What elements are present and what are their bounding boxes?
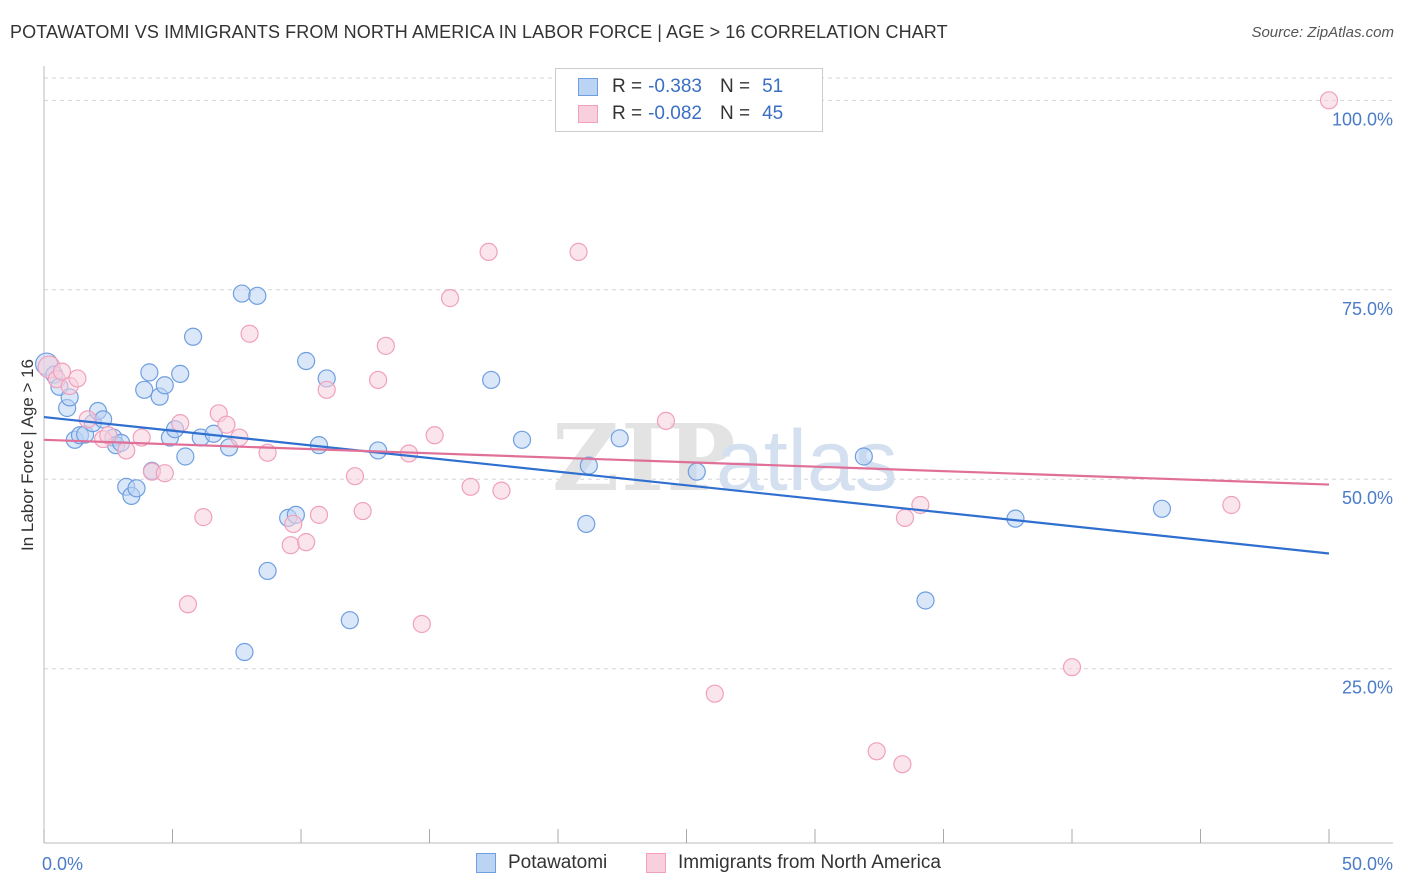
series-legend-item-immigrants: Immigrants from North America <box>646 852 941 874</box>
series-legend: Potawatomi Immigrants from North America <box>0 852 1406 876</box>
point-potawatomi <box>854 447 873 466</box>
point-potawatomi <box>610 429 629 448</box>
point-immigrants <box>895 508 915 527</box>
point-immigrants <box>440 289 460 308</box>
y-tick-label: 50.0% <box>1342 488 1393 508</box>
point-potawatomi <box>687 462 706 481</box>
legend-r-label: R = <box>612 76 643 97</box>
point-immigrants <box>461 477 480 496</box>
legend-n-value: 51 <box>762 76 784 97</box>
point-potawatomi <box>297 351 316 371</box>
point-immigrants <box>117 441 136 460</box>
point-immigrants <box>425 426 444 445</box>
point-immigrants <box>369 370 388 390</box>
point-immigrants <box>353 501 372 521</box>
axes <box>43 66 1393 844</box>
point-immigrants <box>155 464 174 483</box>
legend-n-label: N = <box>719 76 751 97</box>
grid-lines <box>44 77 1393 670</box>
legend-r-value: -0.383 <box>648 76 702 97</box>
trend-line-potawatomi <box>43 415 1330 555</box>
chart-source: Source: ZipAtlas.com <box>1251 24 1394 41</box>
point-immigrants <box>284 514 303 534</box>
point-potawatomi <box>258 561 277 581</box>
y-tick-label: 25.0% <box>1342 678 1393 698</box>
chart-title: POTAWATOMI VS IMMIGRANTS FROM NORTH AMER… <box>10 22 948 42</box>
series-label-immigrants: Immigrants from North America <box>678 852 941 873</box>
y-tick-label: 75.0% <box>1342 299 1393 319</box>
point-potawatomi <box>248 286 267 305</box>
legend-row-immigrants: R = -0.082 N = 45 <box>578 102 783 126</box>
series-label-potawatomi: Potawatomi <box>508 852 608 873</box>
point-immigrants <box>68 369 87 388</box>
point-immigrants <box>194 508 213 527</box>
point-immigrants <box>1319 91 1339 110</box>
watermark: ZIP atlas <box>552 404 898 512</box>
point-immigrants <box>217 415 236 434</box>
point-potawatomi <box>127 479 146 498</box>
series-swatch-immigrants <box>646 853 666 873</box>
point-immigrants <box>492 481 511 500</box>
trend-lines <box>43 415 1330 555</box>
point-potawatomi <box>232 284 251 303</box>
point-potawatomi <box>183 327 203 346</box>
legend-n-label: N = <box>719 103 751 124</box>
legend-row-potawatomi: R = -0.383 N = 51 <box>578 75 783 99</box>
point-immigrants <box>705 684 724 703</box>
point-immigrants <box>656 411 676 430</box>
point-immigrants <box>376 336 395 355</box>
x-tick-label: 0.0% <box>42 854 83 874</box>
trend-line-immigrants <box>43 438 1330 486</box>
point-potawatomi <box>512 430 532 449</box>
point-potawatomi <box>577 514 596 534</box>
point-immigrants <box>281 536 300 555</box>
point-immigrants <box>412 614 431 634</box>
point-potawatomi <box>176 447 195 466</box>
point-immigrants <box>309 505 329 524</box>
y-tick-label: 100.0% <box>1332 109 1393 129</box>
point-immigrants <box>52 362 72 381</box>
point-immigrants <box>569 242 588 261</box>
point-potawatomi <box>916 591 935 610</box>
point-potawatomi <box>235 642 254 662</box>
point-potawatomi <box>171 364 190 383</box>
correlation-legend: R = -0.383 N = 51 R = -0.082 N = 45 <box>555 68 823 132</box>
legend-swatch-immigrants <box>578 105 598 123</box>
point-potawatomi <box>140 363 159 382</box>
tick-labels: 25.0% 50.0% 75.0% 100.0% 0.0% 50.0% <box>42 109 1393 874</box>
legend-swatch-potawatomi <box>578 78 598 96</box>
point-immigrants <box>479 242 498 261</box>
point-immigrants <box>1062 658 1082 677</box>
point-immigrants <box>893 755 912 774</box>
point-immigrants <box>867 742 886 761</box>
point-immigrants <box>171 414 190 433</box>
point-immigrants <box>1222 495 1241 515</box>
point-potawatomi <box>155 376 174 395</box>
legend-r-label: R = <box>612 103 643 124</box>
point-potawatomi <box>482 370 501 390</box>
point-potawatomi <box>135 380 154 399</box>
point-immigrants <box>132 428 151 447</box>
point-immigrants <box>317 380 336 399</box>
point-potawatomi <box>340 611 359 630</box>
series-swatch-potawatomi <box>476 853 496 873</box>
series-legend-item-potawatomi: Potawatomi <box>476 852 607 874</box>
point-immigrants <box>240 324 259 343</box>
point-immigrants <box>297 533 316 552</box>
legend-r-value: -0.082 <box>648 103 702 124</box>
point-potawatomi <box>94 410 113 429</box>
point-potawatomi <box>1152 499 1172 518</box>
point-immigrants <box>78 410 97 429</box>
legend-n-value: 45 <box>762 103 784 124</box>
point-immigrants <box>178 595 198 614</box>
point-immigrants <box>345 467 365 486</box>
point-immigrants <box>99 426 118 445</box>
x-tick-label: 50.0% <box>1342 854 1393 874</box>
